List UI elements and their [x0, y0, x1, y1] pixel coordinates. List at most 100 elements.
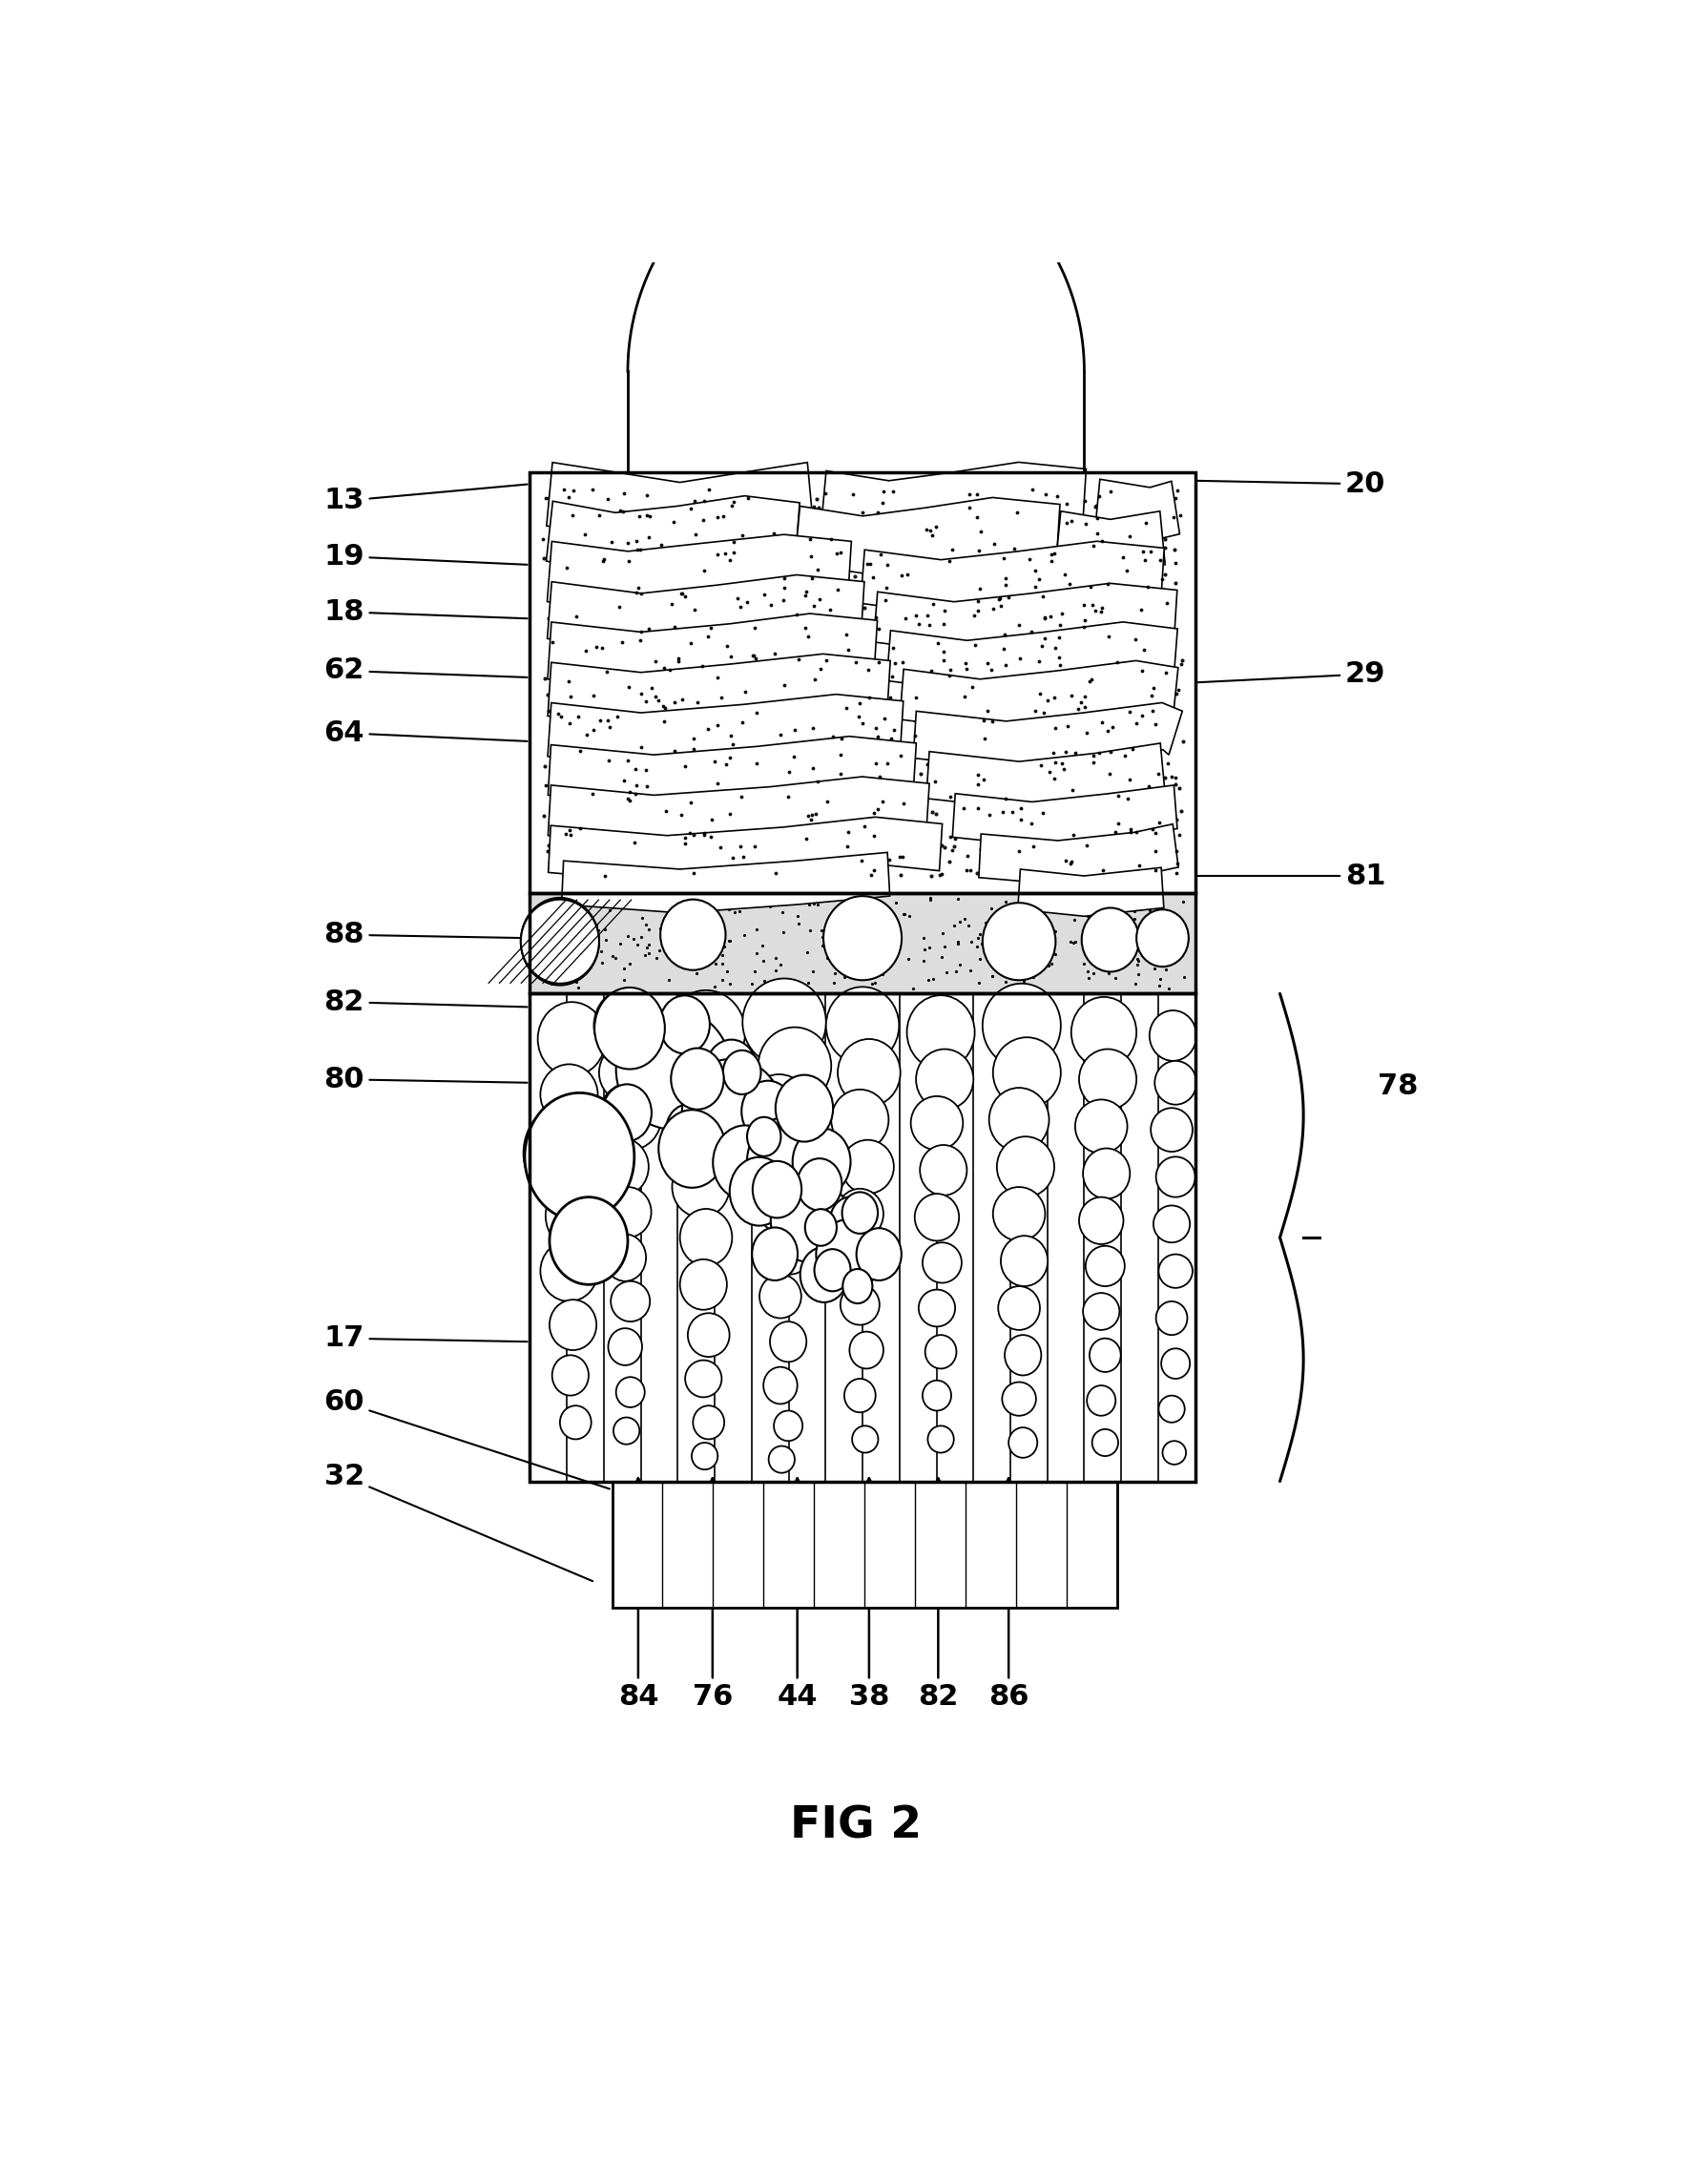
Text: 17: 17	[323, 1324, 527, 1352]
Ellipse shape	[599, 1044, 651, 1101]
Text: 18: 18	[323, 598, 527, 625]
Ellipse shape	[771, 1179, 850, 1262]
Ellipse shape	[549, 1197, 628, 1284]
Text: 60: 60	[323, 1389, 609, 1489]
Polygon shape	[900, 660, 1178, 729]
Ellipse shape	[672, 1048, 724, 1109]
Ellipse shape	[616, 1378, 645, 1406]
Bar	[530, 472, 1195, 893]
Bar	[530, 994, 1195, 1481]
Ellipse shape	[922, 1380, 951, 1411]
Ellipse shape	[798, 1158, 842, 1210]
Polygon shape	[980, 823, 1178, 885]
Text: FIG 2: FIG 2	[789, 1804, 922, 1848]
Polygon shape	[547, 535, 852, 612]
Ellipse shape	[1075, 1099, 1128, 1153]
Ellipse shape	[836, 1188, 884, 1238]
Ellipse shape	[550, 1299, 596, 1350]
Ellipse shape	[1163, 1441, 1187, 1465]
Polygon shape	[887, 622, 1178, 690]
Polygon shape	[562, 852, 890, 913]
Ellipse shape	[1082, 1149, 1129, 1199]
Ellipse shape	[857, 1227, 902, 1280]
Ellipse shape	[1136, 909, 1188, 968]
Ellipse shape	[747, 1116, 835, 1208]
Polygon shape	[953, 786, 1178, 845]
Ellipse shape	[730, 1158, 789, 1225]
Ellipse shape	[793, 1129, 850, 1195]
Ellipse shape	[525, 1092, 634, 1221]
Polygon shape	[549, 817, 942, 882]
Ellipse shape	[673, 1099, 747, 1175]
Bar	[530, 893, 1195, 994]
Ellipse shape	[596, 1138, 648, 1195]
Ellipse shape	[774, 1411, 803, 1441]
Ellipse shape	[705, 1040, 757, 1099]
Ellipse shape	[1082, 1293, 1119, 1330]
Ellipse shape	[1151, 1107, 1193, 1151]
Ellipse shape	[926, 1334, 956, 1369]
Ellipse shape	[1149, 1011, 1197, 1061]
Ellipse shape	[852, 1426, 879, 1452]
Ellipse shape	[688, 1313, 729, 1356]
Bar	[613, 1481, 1118, 1607]
Ellipse shape	[520, 898, 599, 985]
Ellipse shape	[666, 1051, 732, 1120]
Polygon shape	[549, 736, 916, 806]
Ellipse shape	[604, 1234, 646, 1282]
Ellipse shape	[608, 1328, 643, 1365]
Ellipse shape	[1001, 1236, 1049, 1286]
Polygon shape	[914, 703, 1183, 769]
Text: 19: 19	[323, 542, 527, 570]
Ellipse shape	[552, 1354, 589, 1396]
Ellipse shape	[724, 1051, 761, 1094]
Bar	[530, 994, 1195, 1481]
Polygon shape	[1055, 511, 1165, 572]
Ellipse shape	[816, 1219, 884, 1289]
Text: 76: 76	[692, 1479, 732, 1710]
Ellipse shape	[692, 1444, 717, 1470]
Ellipse shape	[1158, 1254, 1193, 1289]
Ellipse shape	[1005, 1334, 1042, 1376]
Ellipse shape	[826, 987, 899, 1064]
Polygon shape	[628, 135, 1084, 371]
Text: 84: 84	[618, 1479, 658, 1710]
Text: 13: 13	[323, 485, 527, 515]
Text: 82: 82	[917, 1479, 958, 1710]
Ellipse shape	[685, 1361, 722, 1398]
Text: 29: 29	[1198, 660, 1385, 688]
Ellipse shape	[616, 1009, 730, 1129]
Ellipse shape	[594, 989, 661, 1064]
Ellipse shape	[666, 1103, 712, 1158]
Ellipse shape	[1155, 1061, 1197, 1105]
Polygon shape	[547, 574, 865, 651]
Ellipse shape	[742, 978, 826, 1066]
Ellipse shape	[747, 1116, 781, 1155]
Ellipse shape	[993, 1188, 1045, 1241]
Ellipse shape	[769, 1321, 806, 1363]
Ellipse shape	[539, 1002, 606, 1077]
Text: 88: 88	[323, 922, 527, 948]
Ellipse shape	[998, 1286, 1040, 1330]
Ellipse shape	[520, 900, 599, 983]
Ellipse shape	[545, 1179, 611, 1251]
Ellipse shape	[1161, 1348, 1190, 1378]
Text: 38: 38	[848, 1479, 889, 1710]
Text: 80: 80	[323, 1066, 527, 1094]
Ellipse shape	[680, 1210, 732, 1267]
Text: 86: 86	[988, 1479, 1028, 1710]
Polygon shape	[794, 498, 1060, 572]
Text: 44: 44	[778, 1479, 818, 1710]
Text: 20: 20	[1198, 470, 1385, 498]
Ellipse shape	[919, 1289, 956, 1326]
Ellipse shape	[747, 1075, 811, 1144]
Polygon shape	[547, 463, 813, 546]
Polygon shape	[926, 743, 1165, 808]
Polygon shape	[873, 583, 1176, 653]
Ellipse shape	[752, 1227, 798, 1280]
Ellipse shape	[996, 1136, 1054, 1197]
Ellipse shape	[1086, 1245, 1124, 1286]
Ellipse shape	[1156, 1302, 1187, 1334]
Bar	[530, 472, 1195, 893]
Ellipse shape	[714, 1125, 778, 1199]
